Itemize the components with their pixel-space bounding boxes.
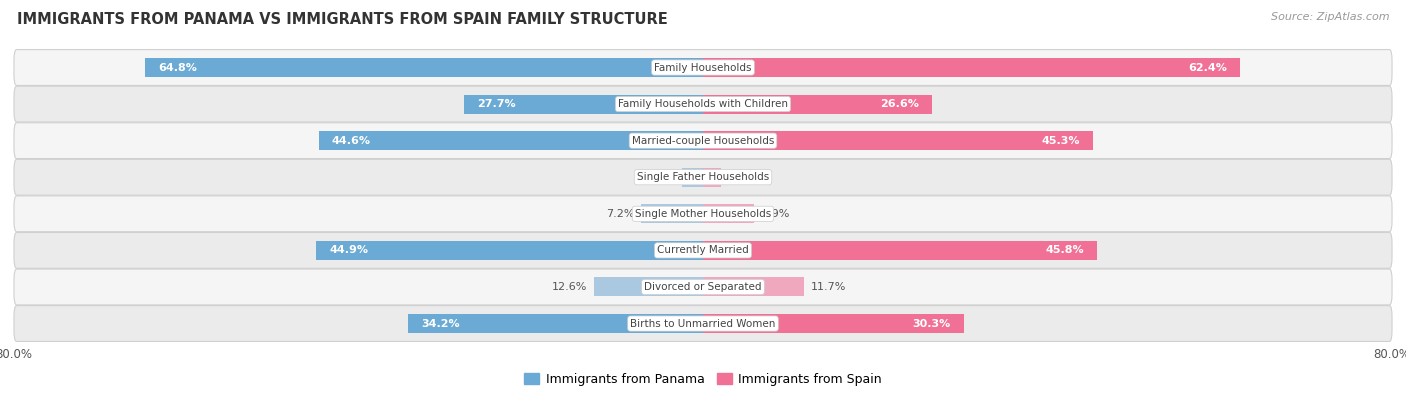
Text: Births to Unmarried Women: Births to Unmarried Women: [630, 318, 776, 329]
Bar: [409, 314, 703, 333]
FancyBboxPatch shape: [14, 123, 1392, 158]
Text: 44.9%: 44.9%: [329, 245, 368, 256]
Text: Currently Married: Currently Married: [657, 245, 749, 256]
Text: 44.6%: 44.6%: [332, 135, 371, 146]
Text: Married-couple Households: Married-couple Households: [631, 135, 775, 146]
Text: 45.8%: 45.8%: [1046, 245, 1084, 256]
Text: IMMIGRANTS FROM PANAMA VS IMMIGRANTS FROM SPAIN FAMILY STRUCTURE: IMMIGRANTS FROM PANAMA VS IMMIGRANTS FRO…: [17, 12, 668, 27]
Text: 27.7%: 27.7%: [478, 99, 516, 109]
Text: 26.6%: 26.6%: [880, 99, 920, 109]
Text: 64.8%: 64.8%: [157, 62, 197, 73]
Text: 11.7%: 11.7%: [811, 282, 846, 292]
Text: 2.1%: 2.1%: [728, 172, 756, 182]
Bar: [641, 204, 703, 223]
Bar: [145, 58, 703, 77]
Bar: [682, 168, 703, 187]
FancyBboxPatch shape: [14, 86, 1392, 122]
Bar: [703, 94, 932, 114]
Text: 62.4%: 62.4%: [1188, 62, 1227, 73]
Text: 7.2%: 7.2%: [606, 209, 634, 219]
Bar: [703, 314, 965, 333]
Text: Single Mother Households: Single Mother Households: [636, 209, 770, 219]
Bar: [319, 131, 703, 150]
Text: 45.3%: 45.3%: [1042, 135, 1080, 146]
Text: 2.4%: 2.4%: [647, 172, 675, 182]
Legend: Immigrants from Panama, Immigrants from Spain: Immigrants from Panama, Immigrants from …: [519, 368, 887, 391]
FancyBboxPatch shape: [14, 269, 1392, 305]
FancyBboxPatch shape: [14, 50, 1392, 85]
FancyBboxPatch shape: [14, 196, 1392, 232]
Text: Source: ZipAtlas.com: Source: ZipAtlas.com: [1271, 12, 1389, 22]
Bar: [703, 241, 1098, 260]
Bar: [703, 204, 754, 223]
Text: Divorced or Separated: Divorced or Separated: [644, 282, 762, 292]
FancyBboxPatch shape: [14, 306, 1392, 341]
Text: 34.2%: 34.2%: [422, 318, 460, 329]
Text: Single Father Households: Single Father Households: [637, 172, 769, 182]
Text: Family Households: Family Households: [654, 62, 752, 73]
Text: Family Households with Children: Family Households with Children: [619, 99, 787, 109]
Text: 12.6%: 12.6%: [553, 282, 588, 292]
Bar: [316, 241, 703, 260]
Bar: [703, 168, 721, 187]
Text: 5.9%: 5.9%: [761, 209, 789, 219]
Bar: [464, 94, 703, 114]
Bar: [703, 131, 1092, 150]
FancyBboxPatch shape: [14, 233, 1392, 268]
Bar: [595, 277, 703, 297]
FancyBboxPatch shape: [14, 159, 1392, 195]
Bar: [703, 277, 804, 297]
Bar: [703, 58, 1240, 77]
Text: 30.3%: 30.3%: [912, 318, 950, 329]
